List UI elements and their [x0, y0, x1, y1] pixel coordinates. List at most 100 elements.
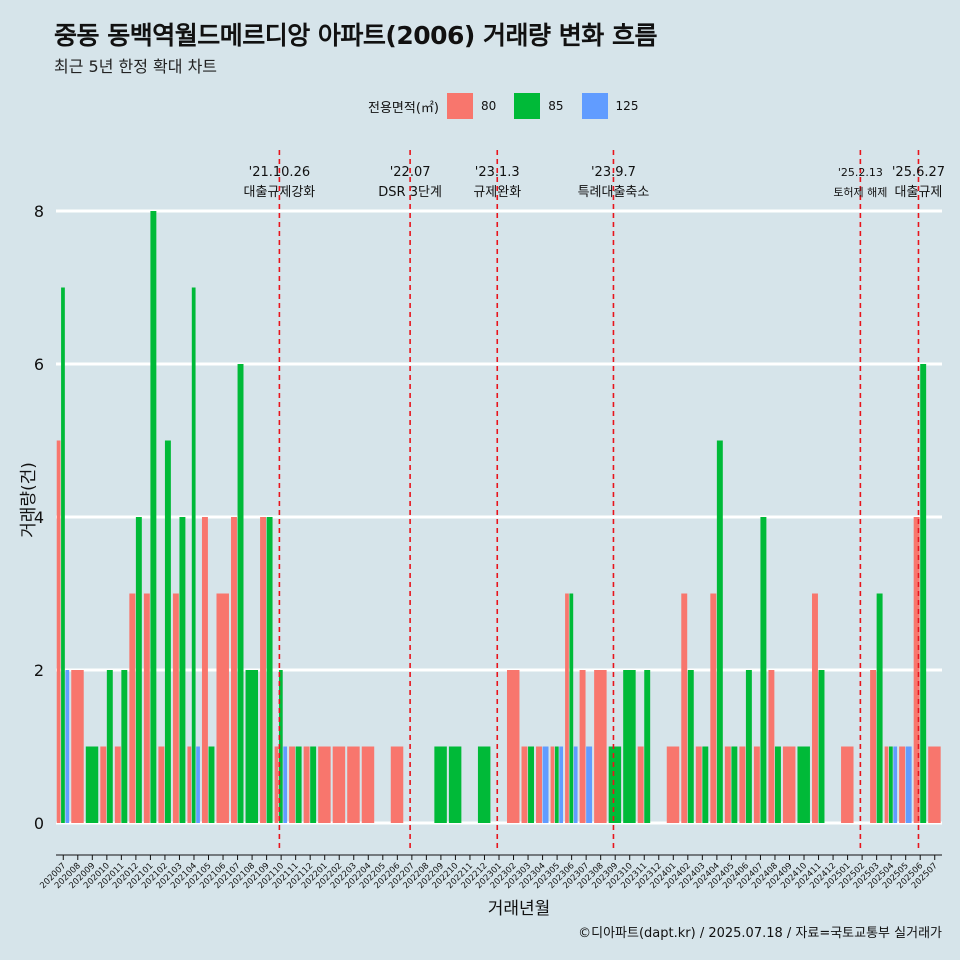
bar-85-202111	[295, 746, 302, 823]
bar-80-202406	[739, 746, 746, 823]
y-tick-label: 0	[34, 814, 44, 833]
bar-80-202109	[260, 517, 267, 823]
bar-80-202012	[129, 593, 136, 823]
bar-85-202503	[876, 593, 883, 823]
event-label: DSR 3단계	[378, 185, 442, 200]
bar-80-202311	[637, 746, 644, 823]
bar-85-202506	[920, 364, 927, 823]
bar-85-202209	[434, 746, 447, 823]
event-date: '25.2.13	[838, 166, 883, 179]
bar-80-202206	[390, 746, 404, 823]
bar-125-202007	[65, 670, 70, 823]
bar-85-202403	[702, 746, 709, 823]
bar-80-202505	[899, 746, 906, 823]
bar-125-202304	[542, 746, 549, 823]
bar-80-202008	[71, 670, 84, 823]
legend-label-80: 80	[480, 99, 497, 113]
bar-125-202504	[893, 746, 898, 823]
bar-80-202103	[172, 593, 179, 823]
bar-85-202408	[774, 746, 781, 823]
bar-85-202303	[528, 746, 534, 823]
event-date: '22.07	[390, 165, 431, 180]
legend-label-125: 125	[615, 99, 639, 113]
bar-80-202111	[289, 746, 296, 823]
bar-80-202409	[782, 746, 796, 823]
legend: 전용면적(㎡) 80 85 125	[368, 93, 656, 119]
bar-80-202504	[884, 746, 889, 823]
bar-125-202307	[586, 746, 593, 823]
event-label: 토허제 해제	[833, 185, 887, 199]
event-date: '21.10.26	[249, 165, 310, 180]
bar-85-202110	[278, 670, 283, 823]
bar-80-202407	[753, 746, 760, 823]
bar-80-202102	[158, 746, 165, 823]
bar-85-202101	[150, 211, 157, 823]
event-date: '25.6.27	[892, 165, 945, 180]
bar-80-202503	[870, 670, 877, 823]
bar-85-202011	[121, 670, 128, 823]
event-label: 대출규제	[895, 185, 943, 200]
chart-subtitle: 최근 5년 한정 확대 차트	[54, 57, 218, 76]
event-date: '23.9.7	[591, 165, 636, 180]
bar-85-202311	[644, 670, 651, 823]
bar-80-202201	[318, 746, 331, 823]
bar-80-202104	[187, 746, 192, 823]
bar-80-202404	[710, 593, 717, 823]
bar-80-202112	[303, 746, 310, 823]
legend-swatch-85	[514, 93, 541, 119]
legend-swatch-125	[581, 93, 608, 119]
bar-80-202306	[565, 593, 569, 823]
legend-swatch-80	[446, 93, 473, 119]
bar-85-202212	[477, 746, 491, 823]
bar-125-202104	[196, 746, 200, 823]
event-label: 규제완화	[473, 185, 521, 200]
bar-80-202106	[216, 593, 229, 823]
bar-85-202404	[716, 440, 723, 823]
bar-85-202105	[208, 746, 215, 823]
bar-80-202411	[812, 593, 818, 823]
bar-80-202110	[274, 746, 279, 823]
bar-85-202504	[888, 746, 893, 823]
bar-85-202107	[237, 364, 244, 823]
event-date: '23.1.3	[475, 165, 520, 180]
bar-85-202306	[569, 593, 574, 823]
bar-85-202108	[245, 670, 259, 823]
bar-80-202402	[681, 593, 688, 823]
bar-80-202202	[332, 746, 346, 823]
bar-80-202501	[841, 746, 854, 823]
bar-80-202408	[768, 670, 775, 823]
bar-80-202305	[550, 746, 555, 823]
bar-85-202109	[266, 517, 273, 823]
bar-80-202011	[114, 746, 121, 823]
bar-80-202203	[347, 746, 360, 823]
y-tick-label: 8	[34, 202, 44, 221]
bar-85-202407	[760, 517, 767, 823]
bar-85-202411	[818, 670, 825, 823]
bar-80-202007	[56, 440, 61, 823]
y-tick-label: 4	[34, 508, 44, 527]
bar-80-202507	[928, 746, 941, 823]
bar-85-202410	[797, 746, 810, 823]
bar-80-202101	[143, 593, 150, 823]
bar-80-202307	[579, 670, 586, 823]
bar-85-202309	[608, 746, 622, 823]
event-label: 특례대출축소	[578, 185, 650, 200]
bar-85-202112	[310, 746, 317, 823]
x-axis-title: 거래년월	[488, 899, 551, 919]
bar-125-202110	[283, 746, 288, 823]
bar-85-202007	[61, 287, 65, 823]
bar-125-202305	[559, 746, 564, 823]
y-tick-label: 6	[34, 355, 44, 374]
bar-85-202210	[448, 746, 462, 823]
bar-125-202505	[905, 746, 912, 823]
bar-80-202403	[695, 746, 702, 823]
legend-label-85: 85	[548, 99, 564, 113]
bar-80-202405	[724, 746, 731, 823]
bar-80-202308	[594, 670, 607, 823]
bar-80-202204	[361, 746, 375, 823]
bar-85-202310	[623, 670, 636, 823]
bar-85-202103	[179, 517, 186, 823]
bar-80-202401	[666, 746, 680, 823]
event-label: 대출규제강화	[244, 185, 316, 200]
